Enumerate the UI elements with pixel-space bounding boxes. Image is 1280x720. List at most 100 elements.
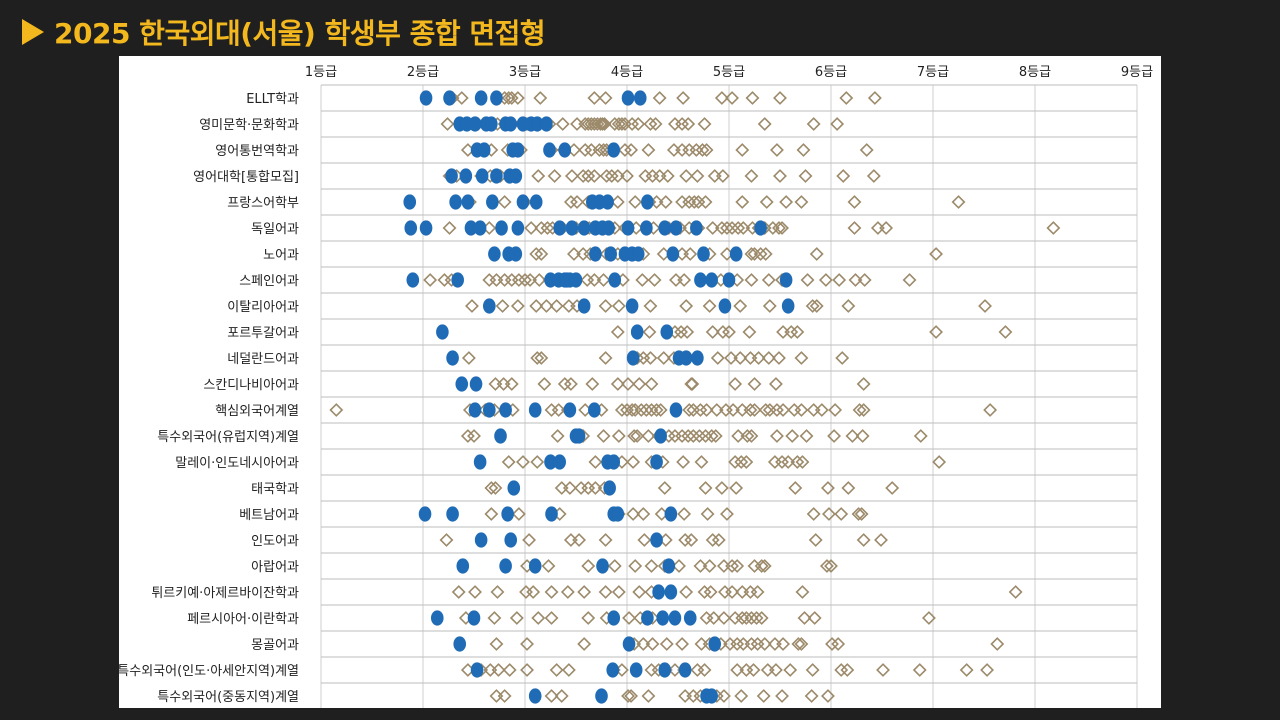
- pass-applicant-marker: [604, 246, 617, 262]
- other-applicant-marker: [581, 117, 596, 131]
- other-applicant-marker: [775, 689, 789, 703]
- pass-applicant-marker: [528, 688, 542, 704]
- other-applicant-marker: [693, 403, 708, 417]
- other-applicant-marker: [574, 481, 589, 495]
- other-applicant-marker: [610, 325, 625, 339]
- other-applicant-marker: [577, 585, 592, 599]
- pass-applicant-marker: [602, 220, 615, 236]
- other-applicant-marker: [624, 143, 639, 157]
- other-applicant-marker: [806, 507, 821, 521]
- other-applicant-marker: [785, 429, 800, 443]
- x-tick-label: 6등급: [815, 65, 847, 80]
- pass-applicant-marker: [621, 220, 635, 236]
- pass-applicant-marker: [507, 480, 521, 496]
- page-title: 2025 한국외대(서울) 학생부 종합 면접형: [54, 17, 546, 50]
- other-applicant-marker: [576, 169, 591, 183]
- other-applicant-marker: [489, 637, 504, 651]
- other-applicant-marker: [731, 429, 746, 443]
- other-applicant-marker: [658, 195, 673, 209]
- pass-applicant-marker: [406, 272, 420, 288]
- other-applicant-marker: [687, 195, 702, 209]
- other-applicant-marker: [677, 273, 692, 287]
- x-tick-label: 5등급: [713, 65, 745, 80]
- other-applicant-marker: [653, 403, 668, 417]
- other-applicant-marker: [744, 273, 759, 287]
- other-applicant-marker: [537, 377, 552, 391]
- pass-applicant-marker: [474, 90, 488, 106]
- other-applicant-marker: [621, 377, 635, 391]
- other-applicant-marker: [682, 143, 697, 157]
- pass-applicant-marker: [509, 168, 523, 184]
- other-applicant-marker: [720, 507, 734, 521]
- other-applicant-marker: [725, 221, 739, 235]
- other-applicant-marker: [772, 221, 786, 235]
- other-applicant-marker: [502, 663, 517, 677]
- other-applicant-marker: [564, 169, 579, 183]
- other-applicant-marker: [454, 91, 469, 105]
- other-applicant-marker: [818, 273, 833, 287]
- pass-applicant-marker: [509, 246, 523, 262]
- pass-applicant-marker: [607, 610, 621, 626]
- other-applicant-marker: [781, 455, 796, 469]
- other-applicant-marker: [555, 117, 570, 131]
- other-applicant-marker: [626, 507, 641, 521]
- pass-applicant-marker: [436, 324, 449, 340]
- other-applicant-marker: [593, 117, 608, 131]
- other-applicant-marker: [773, 91, 787, 105]
- pass-applicant-marker: [453, 636, 467, 652]
- other-applicant-marker: [618, 143, 632, 157]
- other-applicant-marker: [776, 637, 790, 651]
- x-tick-label: 8등급: [1019, 65, 1051, 80]
- category-label: 네덜란드어과: [227, 352, 299, 367]
- other-applicant-marker: [728, 455, 743, 469]
- other-applicant-marker: [637, 533, 652, 547]
- other-applicant-marker: [699, 611, 714, 625]
- other-applicant-marker: [876, 663, 890, 677]
- other-applicant-marker: [912, 663, 927, 677]
- other-applicant-marker: [856, 377, 871, 391]
- pass-applicant-marker: [729, 246, 743, 262]
- other-applicant-marker: [656, 351, 671, 365]
- other-applicant-marker: [834, 507, 849, 521]
- pass-applicant-marker: [588, 402, 601, 418]
- other-applicant-marker: [468, 585, 482, 599]
- other-applicant-marker: [788, 481, 803, 495]
- other-applicant-marker: [760, 663, 775, 677]
- pass-applicant-marker: [501, 506, 514, 522]
- other-applicant-marker: [544, 689, 559, 703]
- other-applicant-marker: [628, 559, 643, 573]
- pass-applicant-marker: [664, 584, 678, 600]
- other-applicant-marker: [828, 403, 843, 417]
- category-label: 핵심외국어계열: [215, 404, 299, 419]
- other-applicant-marker: [563, 377, 578, 391]
- category-label: 영어대학[통합모집]: [193, 170, 299, 185]
- other-applicant-marker: [734, 689, 749, 703]
- other-applicant-marker: [770, 143, 784, 157]
- pass-applicant-marker: [419, 90, 433, 106]
- pass-applicant-marker: [449, 194, 462, 210]
- pass-applicant-marker: [495, 220, 508, 236]
- other-applicant-marker: [668, 663, 682, 677]
- other-applicant-marker: [821, 481, 835, 495]
- other-applicant-marker: [797, 611, 812, 625]
- other-applicant-marker: [625, 403, 640, 417]
- other-applicant-marker: [806, 403, 821, 417]
- slide-header: 2025 한국외대(서울) 학생부 종합 면접형: [22, 12, 546, 52]
- other-applicant-marker: [678, 689, 693, 703]
- other-applicant-marker: [757, 637, 772, 651]
- other-applicant-marker: [578, 143, 593, 157]
- other-applicant-marker: [730, 559, 745, 573]
- other-applicant-marker: [689, 143, 704, 157]
- other-applicant-marker: [520, 663, 534, 677]
- other-applicant-marker: [700, 507, 715, 521]
- other-applicant-marker: [580, 273, 595, 287]
- other-applicant-marker: [761, 273, 776, 287]
- other-applicant-marker: [598, 533, 613, 547]
- other-applicant-marker: [526, 585, 541, 599]
- other-applicant-marker: [628, 195, 643, 209]
- other-applicant-marker: [541, 559, 556, 573]
- x-tick-label: 4등급: [611, 65, 643, 80]
- other-applicant-marker: [563, 533, 578, 547]
- pass-applicant-marker: [443, 90, 456, 106]
- other-applicant-marker: [572, 533, 586, 547]
